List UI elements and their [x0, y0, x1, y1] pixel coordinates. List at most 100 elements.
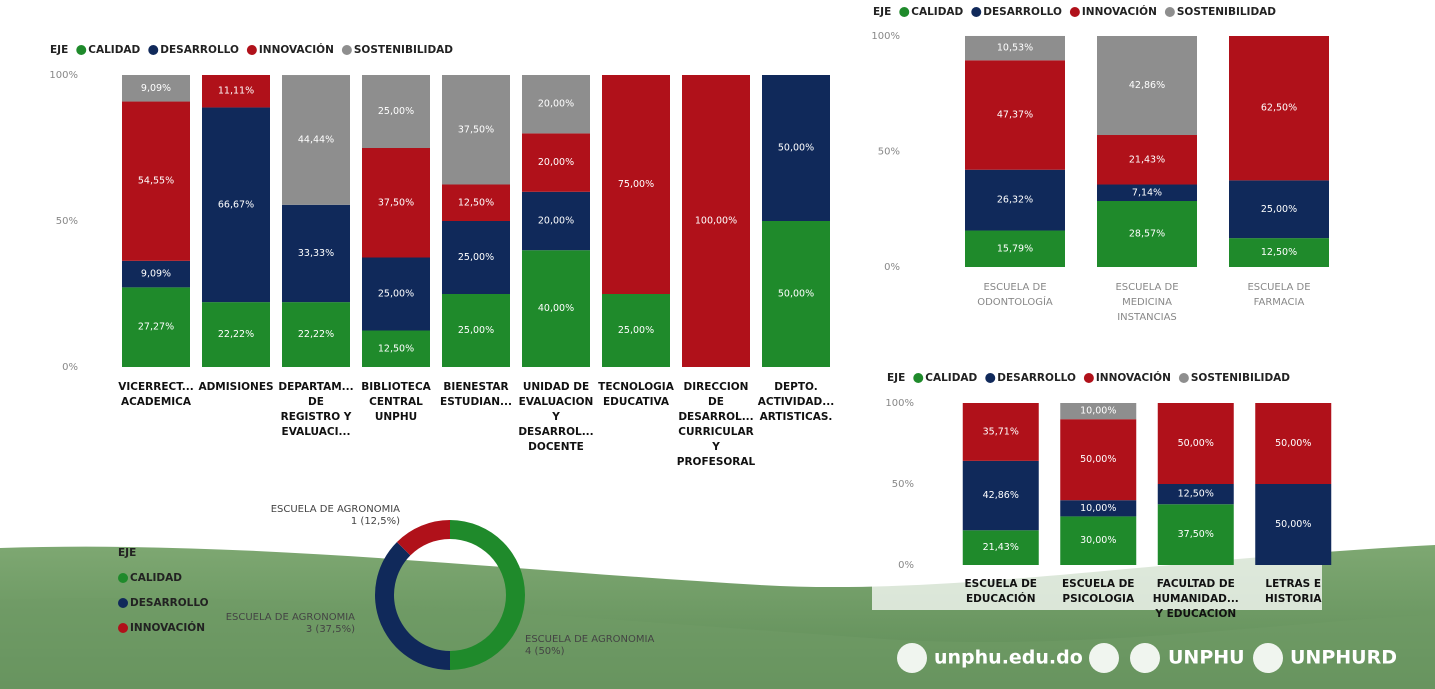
value-label: 50,00% [1275, 438, 1311, 449]
slice-value-label: 1 (12,5%) [351, 516, 400, 527]
x-tick-label: DEPARTAM... DE REGISTRO Y EVALUACI... [278, 381, 353, 438]
footer: unphu.edu.do UNPHU UNPHURD [897, 643, 1397, 673]
legend-marker [913, 373, 924, 383]
bar-segment [442, 75, 510, 185]
bar-segment [122, 101, 190, 261]
legend-marker [148, 45, 159, 55]
bar-segment [1157, 504, 1234, 565]
bar-segment [202, 107, 270, 303]
legend-label: CALIDAD [925, 372, 977, 384]
value-label: 42,86% [1129, 80, 1165, 91]
x-tick-label: ESCUELA DE PSICOLOGIA [1062, 578, 1135, 605]
value-label: 12,50% [458, 197, 494, 208]
y-tick-label: 100% [871, 31, 900, 42]
bar-segment [1229, 238, 1329, 267]
footer-facebook: UNPHU [1168, 647, 1245, 669]
legend-marker [985, 373, 996, 383]
legend-title: EJE [118, 547, 136, 559]
x-tick-label: ADMISIONES [198, 381, 273, 393]
bar-segment [1060, 403, 1137, 420]
legend-marker [341, 45, 352, 55]
legend-label: CALIDAD [130, 572, 182, 584]
value-label: 30,00% [1080, 535, 1116, 546]
donut-slice [450, 520, 525, 670]
x-tick-label: DEPTO. ACTIVIDAD... ARTISTICAS. [758, 381, 834, 423]
legend-label: SOSTENIBILIDAD [1191, 372, 1290, 384]
value-label: 20,00% [538, 99, 574, 110]
value-label: 22,22% [218, 329, 254, 340]
bar-segment [442, 221, 510, 294]
legend-label: INNOVACIÓN [1082, 5, 1157, 18]
bar-segment [362, 257, 430, 331]
value-label: 66,67% [218, 199, 254, 210]
value-label: 21,43% [1129, 154, 1165, 165]
bar-segment [602, 294, 670, 367]
bar-segment [522, 133, 590, 192]
value-label: 25,00% [618, 325, 654, 336]
legend-marker [118, 573, 128, 583]
bar-segment [202, 302, 270, 367]
legend-label: INNOVACIÓN [259, 43, 334, 56]
value-label: 7,14% [1132, 187, 1162, 198]
bar-segment [965, 230, 1065, 267]
slice-label: ESCUELA DE AGRONOMIA [271, 504, 400, 515]
x-tick-label: UNIDAD DE EVALUACION Y DESARROL... DOCENTE [518, 381, 593, 453]
bar-segment [962, 460, 1039, 531]
bar-segment [1060, 500, 1137, 517]
y-tick-label: 100% [49, 70, 78, 81]
bar-segment [1229, 180, 1329, 239]
value-label: 25,00% [1261, 204, 1297, 215]
value-label: 47,37% [997, 110, 1033, 121]
x-tick-label: ESCUELA DE EDUCACIÓN [964, 578, 1037, 605]
value-label: 37,50% [378, 197, 414, 208]
legend-marker [118, 598, 128, 608]
value-label: 44,44% [298, 134, 334, 145]
value-label: 9,09% [141, 269, 171, 280]
legend-title: EJE [873, 6, 891, 18]
value-label: 50,00% [778, 143, 814, 154]
bar-segment [122, 260, 190, 288]
value-label: 12,50% [1178, 489, 1214, 500]
y-tick-label: 50% [56, 216, 78, 227]
bar-segment [965, 35, 1065, 61]
value-label: 10,00% [1080, 503, 1116, 514]
legend-marker [246, 45, 257, 55]
bar-segment [1097, 36, 1197, 136]
value-label: 50,00% [1178, 438, 1214, 449]
value-label: 62,50% [1261, 103, 1297, 114]
bar-segment [442, 184, 510, 221]
legend-label: SOSTENIBILIDAD [1177, 6, 1276, 18]
bar-segment [202, 75, 270, 108]
legend-marker [899, 7, 910, 17]
bar-segment [1255, 484, 1332, 565]
bar-segment [762, 221, 830, 367]
x-tick-label: DIRECCION DE DESARROL... CURRICULAR Y PROFESO… [677, 381, 756, 468]
value-label: 25,00% [378, 106, 414, 117]
legend-marker [1164, 7, 1175, 17]
donut-slice [375, 541, 450, 670]
value-label: 26,32% [997, 195, 1033, 206]
bar-segment [522, 75, 590, 134]
footer-site: unphu.edu.do [934, 647, 1083, 669]
legend-marker [1083, 373, 1094, 383]
value-label: 9,09% [141, 83, 171, 94]
bar-segment [1097, 201, 1197, 267]
bar-segment [522, 250, 590, 367]
y-tick-label: 50% [892, 479, 914, 490]
legend-marker [971, 7, 982, 17]
legend-label: INNOVACIÓN [130, 621, 205, 634]
value-label: 20,00% [538, 216, 574, 227]
legend-label: DESARROLLO [160, 44, 239, 56]
donut-slice [396, 520, 450, 556]
x-tick-label: ESCUELA DE FARMACIA [1247, 282, 1310, 308]
twitter-icon [1253, 643, 1283, 673]
footer-twitter: UNPHURD [1290, 647, 1397, 669]
facebook-icon [1089, 643, 1119, 673]
x-tick-label: ESCUELA DE MEDICINA INSTANCIAS [1115, 282, 1178, 323]
value-label: 35,71% [983, 426, 1019, 437]
bar-segment [965, 60, 1065, 170]
x-tick-label: ESCUELA DE ODONTOLOGÍA [977, 282, 1053, 308]
value-label: 11,11% [218, 86, 254, 97]
bar-segment [1229, 36, 1329, 181]
bar-segment [1157, 484, 1234, 505]
